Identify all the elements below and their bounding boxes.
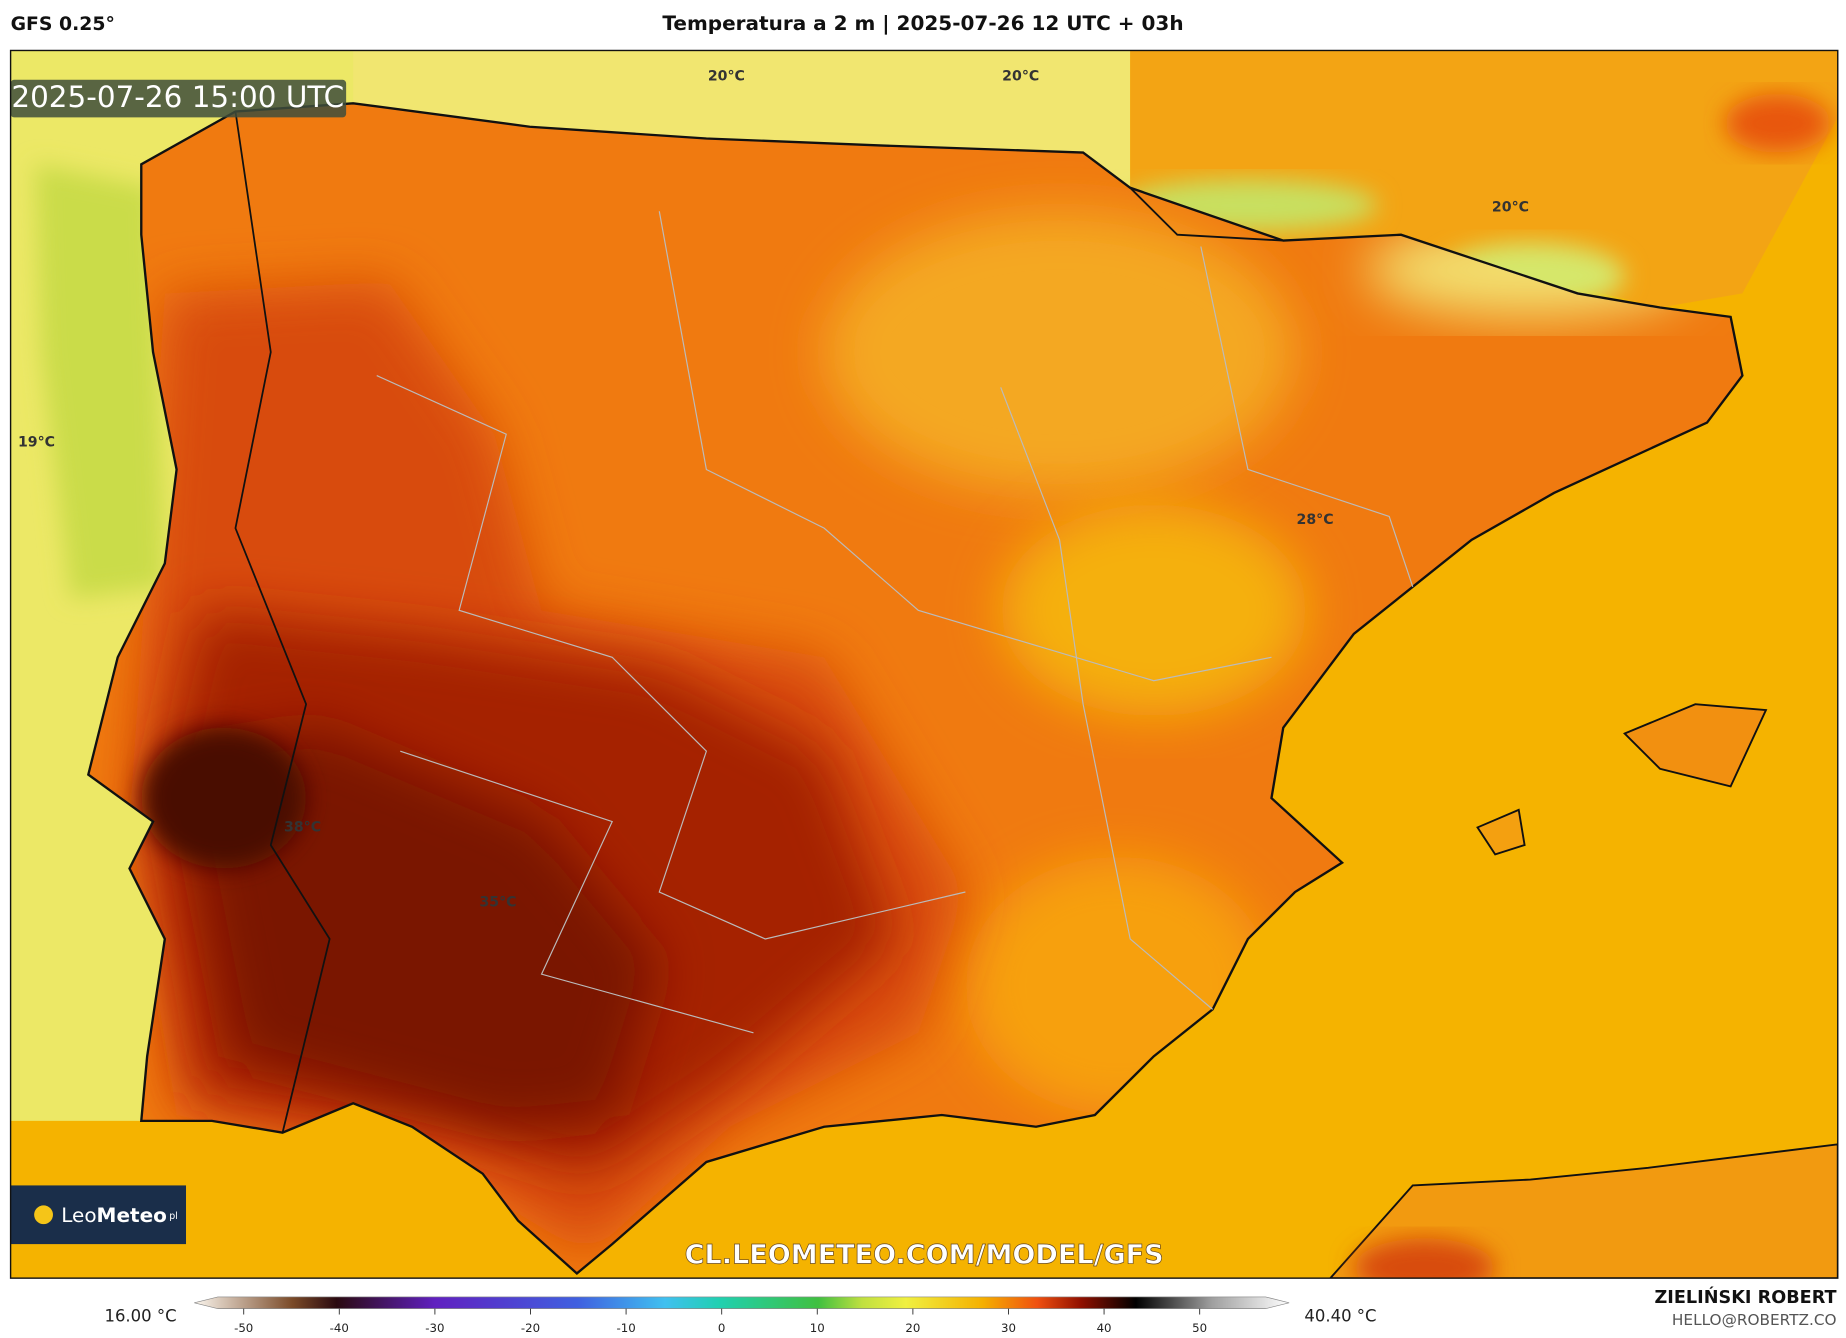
map-title: Temperatura a 2 m | 2025-07-26 12 UTC + … (662, 11, 1183, 35)
author: ZIELIŃSKI ROBERT (1655, 1286, 1837, 1308)
colorbar-tick-label: 50 (1192, 1321, 1207, 1335)
colorbar-tick-label: 0 (718, 1321, 725, 1335)
colorbar-tick-label: -30 (425, 1321, 444, 1335)
colorbar (194, 1296, 1290, 1310)
colorbar-tick-label: 20 (905, 1321, 920, 1335)
logo-sun (34, 1205, 53, 1225)
colorbar-tick-label: -10 (616, 1321, 635, 1335)
timestamp-box (10, 79, 347, 118)
watermark: CL.LEOMETEO.COM/MODEL/GFS (685, 1239, 1164, 1270)
colorbar-tick-label: 10 (810, 1321, 825, 1335)
isotherm-label: 38°C (284, 819, 321, 835)
logo-part: pl (169, 1210, 178, 1221)
isotherm-label: 28°C (1297, 512, 1334, 528)
isotherm-label: 20°C (1492, 200, 1529, 216)
map-frame (9, 49, 1839, 1279)
logo-part: Leo (61, 1202, 96, 1226)
colorbar-tick-label: -20 (521, 1321, 540, 1335)
colorbar-tick-label: -40 (330, 1321, 349, 1335)
model-name: GFS 0.25° (11, 14, 115, 35)
colorbar-min: 16.00 °C (104, 1306, 176, 1325)
timestamp: 2025-07-26 15:00 UTC (11, 80, 344, 114)
colorbar-ticks: -50 -40 -30 -20 -10 0 10 20 30 40 50 (234, 1308, 1207, 1335)
colorbar-tick-label: 30 (1001, 1321, 1016, 1335)
colorbar-tick-label: -50 (234, 1321, 253, 1335)
logo-part: Meteo (97, 1202, 167, 1226)
colorbar-tick-label: 40 (1097, 1321, 1112, 1335)
map: 20°C 20°C 20°C 19°C 28°C 38°C 35°C 2025-07-26 … (10, 50, 1838, 1279)
isotherm-label: 20°C (1002, 68, 1039, 84)
isotherm-labels: 20°C 20°C 20°C 19°C 28°C 38°C 35°C (18, 68, 1529, 910)
email: HELLO@ROBERTZ.CO (1672, 1311, 1837, 1329)
logo: LeoMeteo pl (61, 1202, 178, 1226)
isotherm-label: 35°C (479, 895, 516, 911)
isotherm-label: 19°C (18, 434, 55, 450)
isotherm-label: 20°C (708, 68, 745, 84)
colorbar-max: 40.40 °C (1304, 1306, 1376, 1325)
